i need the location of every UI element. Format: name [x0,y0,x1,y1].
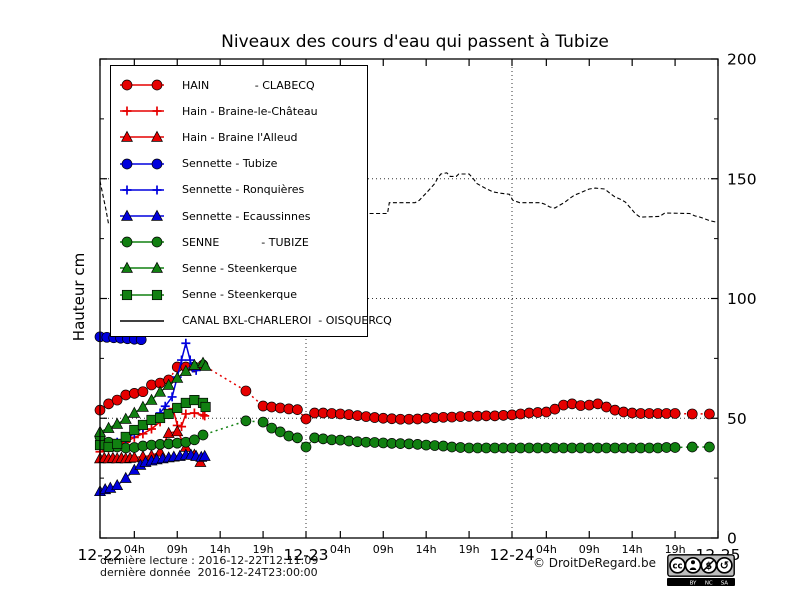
y-tick-label: 0 [727,530,737,548]
y-axis-title: Hauteur cm [70,252,88,342]
legend-item-label: Senne - Steenkerque [182,261,298,275]
x-tick-label: 14h [210,543,231,556]
legend-item-label: HAIN - CLABECQ [182,78,315,92]
legend-item-sennette-tubize: Sennette - Tubize [111,151,367,177]
y-tick-label: 100 [727,290,757,308]
cc-by-nc-sa-badge: cc $ ↺ BY NC SA [667,554,735,586]
series-sennette-ecaussinnes [94,448,211,497]
sa-arrow-icon [716,556,733,574]
x-tick-label: 04h [536,543,557,556]
x-tick-label: 14h [622,543,643,556]
legend-item-sennette-ecaussinnes: Sennette - Ecaussinnes [111,203,367,229]
green-square-line-icon [120,289,164,300]
x-tick-label: 04h [330,543,351,556]
y-tick-label: 150 [727,170,757,188]
x-tick-label: 19h [665,543,686,556]
legend-item-senne-steenkerque-2: Senne - Steenkerque [111,282,367,308]
series-hain-braine-l-alleud [94,425,207,467]
blue-plus-line-icon [120,185,164,195]
x-tick-label: 14h [416,543,437,556]
black-line-icon [120,319,164,322]
legend-item-hain-clabecq: HAIN - CLABECQ [111,72,367,98]
nc-label: NC [705,580,713,586]
legend-item-label: Sennette - Tubize [182,157,278,171]
green-triangle-line-icon [120,262,164,274]
legend-item-label: Sennette - Ronquières [182,183,305,197]
x-tick-label: 09h [373,543,394,556]
red-circle-line-icon [120,79,164,91]
badge-terms-band [667,578,735,586]
chart-title: Niveaux des cours d'eau qui passent à Tu… [221,32,609,52]
blue-triangle-line-icon [120,209,164,221]
blue-circle-line-icon [120,158,164,170]
legend-item-label: Hain - Braine l'Alleud [182,130,298,144]
red-plus-line-icon [120,106,164,116]
copyright-text: © DroitDeRegard.be [532,556,656,570]
red-triangle-line-icon [120,131,164,143]
legend-item-label: Hain - Braine-le-Château [182,104,318,118]
x-tick-label: 12-22 [77,546,122,564]
y-tick-label: 200 [727,51,757,69]
series-senne-tubize [94,415,715,454]
legend: HAIN - CLABECQ Hain - Braine-le-Château … [110,65,392,337]
series-senne-steenkerque-triangle [94,356,212,437]
legend-item-label: Sennette - Ecaussinnes [182,209,311,223]
legend-item-hain-braine-l-alleud: Hain - Braine l'Alleud [111,124,367,150]
series-canal-bxl-charleroi-oisquercq [99,172,716,225]
y-tick-label: 50 [727,410,747,428]
x-tick-label: 19h [459,543,480,556]
legend-item-senne-tubize: SENNE - TUBIZE [111,229,367,255]
sa-arrow-glyph: ↺ [720,559,729,572]
sa-label: SA [721,580,729,586]
legend-item-senne-steenkerque-1: Senne - Steenkerque [111,255,367,281]
by-person-icon [684,556,702,574]
legend-item-label: Senne - Steenkerque [182,288,298,302]
legend-item-label: CANAL BXL-CHARLEROI - OISQUERCQ [182,314,392,328]
cc-letters: cc [672,561,682,571]
by-person-body [689,567,697,570]
legend-item-hain-braine-le-chateau: Hain - Braine-le-Château [111,98,367,124]
x-tick-label: 09h [167,543,188,556]
by-label: BY [690,580,697,586]
last-reading-text: dernière lecture : 2016-12-22T12:11:09 [100,554,319,567]
x-tick-label: 09h [579,543,600,556]
x-tick-label: 04h [124,543,145,556]
nc-slash [703,559,715,571]
by-person-head [691,560,695,565]
legend-item-sennette-ronquieres: Sennette - Ronquières [111,177,367,203]
x-tick-label: 12-24 [489,546,534,564]
last-data-text: dernière donnée 2016-12-24T23:00:00 [100,566,318,579]
green-circle-line-icon [120,236,164,248]
x-tick-label: 12-23 [283,546,328,564]
legend-item-label: SENNE - TUBIZE [182,235,309,249]
legend-item-canal-bxl-charleroi: CANAL BXL-CHARLEROI - OISQUERCQ [111,308,392,334]
x-tick-label: 19h [253,543,274,556]
